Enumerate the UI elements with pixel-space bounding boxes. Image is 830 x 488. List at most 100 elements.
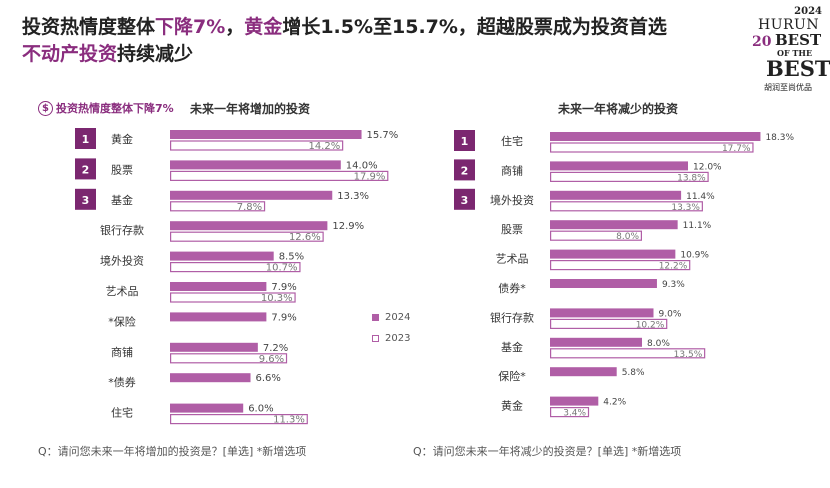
increase-value-label-2023: 14.2% (308, 141, 340, 152)
increase-bar-2024 (170, 403, 244, 413)
increase-value-label-2024: 15.7% (367, 130, 399, 141)
increase-value-label-2023: 12.6% (289, 232, 321, 243)
increase-bar-2024 (170, 160, 341, 170)
decrease-bar-2024 (550, 249, 676, 259)
decrease-category-label: 银行存款 (490, 310, 534, 324)
decrease-bar-2024 (550, 161, 688, 171)
increase-category-label: *债券 (108, 375, 136, 389)
logo-year: 2024 (794, 6, 822, 17)
decrease-rank-number: 3 (461, 194, 469, 207)
logo-of-the: OF THE (777, 48, 813, 58)
increase-bar-2024 (170, 190, 333, 200)
increase-category-label: 境外投资 (100, 254, 144, 268)
decrease-bar-2024 (550, 190, 682, 200)
chart-increase-title: 未来一年将增加的投资 (190, 102, 311, 116)
increase-bar-2024 (170, 342, 258, 352)
callout-text: 投资热情度整体下降7% (56, 102, 174, 115)
decrease-rank-number: 2 (461, 164, 469, 177)
decrease-bar-2024 (550, 396, 599, 406)
title-highlight: 不动产投资 (22, 43, 118, 65)
decrease-bar-2023 (549, 230, 642, 241)
decrease-bar-2023 (549, 260, 691, 271)
increase-rank-number: 1 (82, 133, 90, 146)
increase-rank-badge (75, 188, 96, 210)
legend-label-2023: 2023 (385, 333, 411, 344)
decrease-value-label-2024: 4.2% (603, 398, 626, 408)
title-text: 持续减少 (117, 43, 194, 65)
increase-category-label: 股票 (111, 163, 133, 176)
decrease-value-label-2024: 8.0% (647, 339, 670, 349)
increase-value-label-2024: 6.0% (248, 404, 273, 415)
legend-label-2024: 2024 (385, 312, 411, 323)
decrease-bar-2023 (549, 348, 706, 359)
decrease-bar-2024 (550, 279, 657, 288)
increase-bar-2023 (170, 140, 344, 151)
decrease-rank-badge (454, 188, 475, 210)
increase-category-label: 艺术品 (106, 285, 139, 298)
decrease-bar-2024 (550, 337, 642, 347)
decrease-category-label: 艺术品 (496, 253, 529, 266)
increase-bar-2023 (170, 262, 301, 273)
increase-rank-badge (75, 128, 96, 149)
logo-best-large: BEST (766, 56, 830, 81)
decrease-category-label: 保险* (498, 369, 526, 383)
increase-bar-2023 (170, 292, 296, 303)
increase-value-label-2024: 7.2% (263, 343, 288, 354)
title-highlight: 黄金 (244, 16, 283, 38)
decrease-category-label: 商铺 (501, 163, 523, 177)
increase-value-label-2024: 8.5% (279, 252, 304, 263)
footnote-increase: Q：请问您未来一年将增加的投资是？[单选] *新增选项 (38, 445, 307, 458)
title-line-1: 投资热情度整体下降7%，黄金增长1.5%至15.7%，超越股票成为投资首选 (22, 14, 667, 41)
increase-value-label-2023: 10.3% (261, 293, 293, 304)
title-text: 投资热情度整体 (22, 16, 156, 38)
increase-value-label-2024: 14.0% (346, 160, 378, 171)
decrease-category-label: 股票 (501, 223, 523, 236)
decrease-bar-2023 (549, 142, 754, 153)
decrease-bar-2023 (549, 171, 709, 182)
decrease-value-label-2024: 10.9% (680, 251, 709, 261)
decrease-bar-2024 (550, 308, 654, 318)
increase-value-label-2024: 7.9% (271, 312, 296, 323)
decrease-value-label-2023: 8.0% (616, 232, 639, 242)
increase-value-label-2024: 13.3% (337, 191, 369, 202)
increase-value-label-2023: 10.7% (266, 263, 298, 274)
increase-value-label-2023: 11.3% (273, 415, 305, 426)
increase-rank-number: 2 (82, 163, 90, 176)
footnote-decrease: Q：请问您未来一年将减少的投资是？[单选] *新增选项 (413, 445, 682, 458)
decrease-bar-2023 (549, 407, 590, 418)
increase-bar-2024 (170, 282, 267, 291)
decrease-category-label: 债券* (498, 281, 526, 295)
title-highlight: 下降7% (155, 16, 226, 38)
decrease-bar-2024 (550, 367, 617, 377)
logo-chinese: 胡润至尚优品 (764, 83, 812, 92)
decrease-value-label-2024: 12.0% (693, 162, 722, 172)
decline-callout: $ 投资热情度整体下降7% (38, 100, 174, 116)
increase-bar-2023 (170, 353, 288, 364)
increase-bar-2024 (170, 312, 267, 322)
chart-decrease-title: 未来一年将减少的投资 (558, 102, 679, 116)
decrease-bar-2023 (549, 201, 703, 212)
increase-value-label-2024: 6.6% (256, 373, 281, 384)
legend-swatch-2023 (372, 335, 379, 342)
decrease-category-label: 境外投资 (490, 193, 534, 207)
title-line-2: 不动产投资持续减少 (22, 41, 667, 68)
decrease-category-label: 住宅 (501, 134, 523, 148)
increase-value-label-2023: 17.9% (354, 171, 386, 182)
increase-rank-badge (75, 158, 96, 180)
decrease-rank-badge (454, 130, 475, 151)
increase-category-label: 银行存款 (100, 223, 144, 237)
decrease-category-label: 基金 (501, 340, 523, 354)
increase-bar-2024 (170, 373, 251, 383)
title-text: 增长1.5%至15.7%，超越股票成为投资首选 (282, 16, 667, 38)
decrease-value-label-2023: 13.3% (671, 203, 700, 213)
decrease-value-label-2023: 13.8% (677, 173, 706, 183)
increase-value-label-2024: 7.9% (271, 282, 296, 293)
logo-number: 20 (752, 34, 772, 50)
decrease-value-label-2023: 13.5% (674, 350, 703, 360)
increase-bar-2024 (170, 221, 328, 231)
decrease-category-label: 黄金 (501, 399, 523, 413)
decrease-value-label-2024: 9.3% (662, 280, 685, 290)
logo-hurun: HURUN (758, 17, 820, 33)
dollar-icon: $ (38, 100, 53, 116)
increase-bar-2023 (170, 231, 324, 242)
